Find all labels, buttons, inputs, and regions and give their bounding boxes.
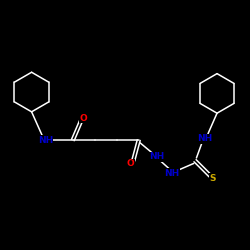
Text: S: S xyxy=(209,174,216,182)
Text: O: O xyxy=(126,159,134,168)
Text: NH: NH xyxy=(197,134,212,143)
Text: NH: NH xyxy=(164,168,179,177)
Text: O: O xyxy=(79,114,87,123)
Text: NH: NH xyxy=(149,152,164,161)
Text: NH: NH xyxy=(38,136,53,144)
